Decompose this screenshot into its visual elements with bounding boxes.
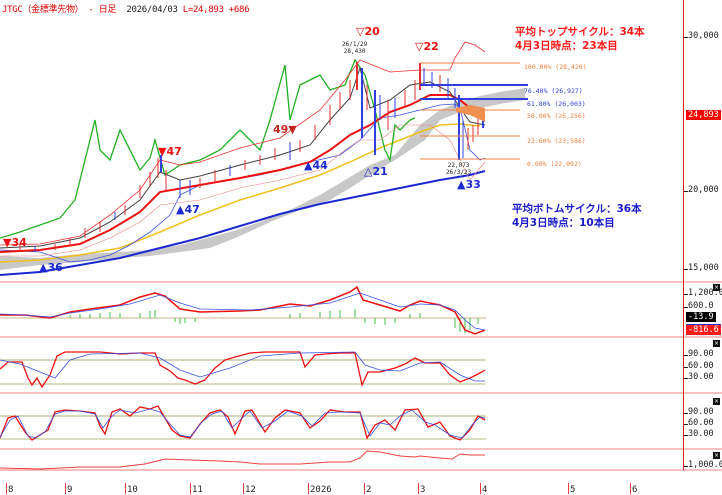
gray-ma-line <box>0 66 486 249</box>
bottom-cycle-current: 4月3日時点：10本目 <box>512 217 615 229</box>
close-volume-panel-icon[interactable]: × <box>713 452 720 459</box>
upper-band <box>0 41 486 246</box>
trough-annotation: 22,073 26/3/23 <box>446 162 471 176</box>
last-price: L=24,893 <box>182 5 224 15</box>
fib-shade <box>456 105 485 122</box>
chart-date: 2026/04/03 <box>126 5 178 15</box>
bottom-cycle-average: 平均ボトムサイクル：36本 <box>512 203 642 215</box>
macd-histogram <box>69 309 479 333</box>
fibonacci-lines <box>420 62 528 160</box>
fib-label-0: 0.00% (22,092) <box>527 160 582 168</box>
lag-line <box>0 103 486 263</box>
yaxis-tick-30000: 30,000 <box>684 31 719 41</box>
symbol-name: JTGC（金標準先物） <box>2 5 84 15</box>
fib-label-50: 50.00% (25,256) <box>527 112 586 120</box>
cycle-top-marker-20: ▽20 <box>356 25 380 38</box>
cycle-top-marker-47: ▼47 <box>158 145 182 158</box>
macd-value-tag: -13.9 <box>686 312 716 322</box>
rsi-tick-30: 30.00 <box>684 372 714 382</box>
cycle-bottom-marker-33: ▲33 <box>457 178 481 191</box>
macd-tick-600: 600.0 <box>684 301 714 311</box>
green-line <box>0 58 416 239</box>
cycle-bottom-marker-44: ▲44 <box>304 159 328 172</box>
title-separator: - <box>83 5 99 15</box>
top-cycle-note: 平均トップサイクル：34本 4月3日時点：23本目 <box>515 25 645 53</box>
close-rsi-panel-icon[interactable]: × <box>713 340 720 347</box>
xaxis-label-feb: 2 <box>366 485 372 495</box>
xaxis-label-aug: 8 <box>8 485 14 495</box>
short-ma-red <box>0 94 486 253</box>
peak-date: 26/1/29 <box>342 41 368 48</box>
chart-title: JTGC（金標準先物） - 日足 2026/04/03 L=24,893 +68… <box>2 2 250 15</box>
close-stoch-panel-icon[interactable]: × <box>713 398 720 405</box>
stoch-d <box>0 408 486 439</box>
rsi-tick-90: 90.00 <box>684 349 714 359</box>
yaxis-tick-15000: 15,000 <box>684 263 719 273</box>
fib-label-23: 23.60% (23,586) <box>527 137 586 145</box>
xaxis-label-mar: 3 <box>420 485 426 495</box>
cycle-top-marker-22: ▽22 <box>415 40 439 53</box>
xtick <box>6 483 7 494</box>
xaxis-label-apr: 4 <box>482 485 488 495</box>
time-axis[interactable]: 8 9 10 11 12 2026 2 3 4 5 6 <box>0 470 722 495</box>
lower-band <box>0 124 486 257</box>
cycle-bottom-marker-47: ▲47 <box>176 203 200 216</box>
long-ma-line <box>0 170 486 276</box>
xaxis-label-may: 5 <box>570 485 576 495</box>
xaxis-label-jun: 6 <box>632 485 638 495</box>
yaxis-separator <box>683 0 684 470</box>
xaxis-label-sep: 9 <box>67 485 73 495</box>
rsi-tick-60: 60.00 <box>684 361 714 371</box>
xaxis-label-2026: 2026 <box>310 485 332 495</box>
xtick <box>65 483 66 494</box>
trough-date: 26/3/23 <box>446 169 472 176</box>
xaxis-label-oct: 10 <box>127 485 138 495</box>
price-change: +686 <box>228 5 250 15</box>
macd-signal <box>0 292 486 331</box>
xtick <box>480 483 481 494</box>
fib-label-100: 100.00% (28,420) <box>524 63 587 71</box>
top-cycle-current: 4月3日時点：23本目 <box>515 40 618 52</box>
yaxis-tick-20000: 20,000 <box>684 185 719 195</box>
xtick <box>418 483 419 494</box>
top-cycle-average: 平均トップサイクル：34本 <box>515 26 645 38</box>
bottom-cycle-note: 平均ボトムサイクル：36本 4月3日時点：10本目 <box>512 202 642 230</box>
stoch-tick-60: 60.00 <box>684 418 714 428</box>
xtick <box>568 483 569 494</box>
xtick <box>125 483 126 494</box>
xtick <box>364 483 365 494</box>
close-macd-panel-icon[interactable]: × <box>713 284 720 291</box>
xtick <box>308 483 309 494</box>
stoch-tick-30: 30.00 <box>684 429 714 439</box>
trough-price: 22,073 <box>447 162 470 169</box>
peak-annotation: 26/1/29 28,430 <box>342 41 367 55</box>
xtick <box>190 483 191 494</box>
fib-label-61: 61.80% (26,003) <box>527 100 586 108</box>
volume-tick-1000: 1,000.0 <box>684 460 722 470</box>
xtick <box>630 483 631 494</box>
rsi-line <box>0 351 486 389</box>
macd-line <box>0 285 486 335</box>
fib-label-76: 76.40% (26,927) <box>524 87 583 95</box>
xaxis-label-dec: 12 <box>245 485 256 495</box>
cycle-bottom-marker-21: △21 <box>364 165 388 178</box>
cycle-top-marker-34: ▼34 <box>3 236 27 249</box>
macd-signal-value-tag: -816.6 <box>686 324 721 335</box>
volume-line <box>0 450 485 470</box>
period-label: 日足 <box>98 5 117 15</box>
stoch-tick-90: 90.00 <box>684 407 714 417</box>
cycle-bottom-marker-36: ▲36 <box>39 261 63 274</box>
mid-ma-line <box>0 123 481 263</box>
cycle-top-marker-49: 49▼ <box>273 123 297 136</box>
macd-tick-1200: 1,200.0 <box>684 288 722 298</box>
stoch-k <box>0 405 486 441</box>
rsi-signal <box>0 351 485 382</box>
current-price-tag: 24,893 <box>686 110 721 120</box>
peak-price: 28,430 <box>343 48 366 55</box>
xaxis-label-nov: 11 <box>192 485 203 495</box>
candlesticks <box>19 62 484 252</box>
xtick <box>243 483 244 494</box>
